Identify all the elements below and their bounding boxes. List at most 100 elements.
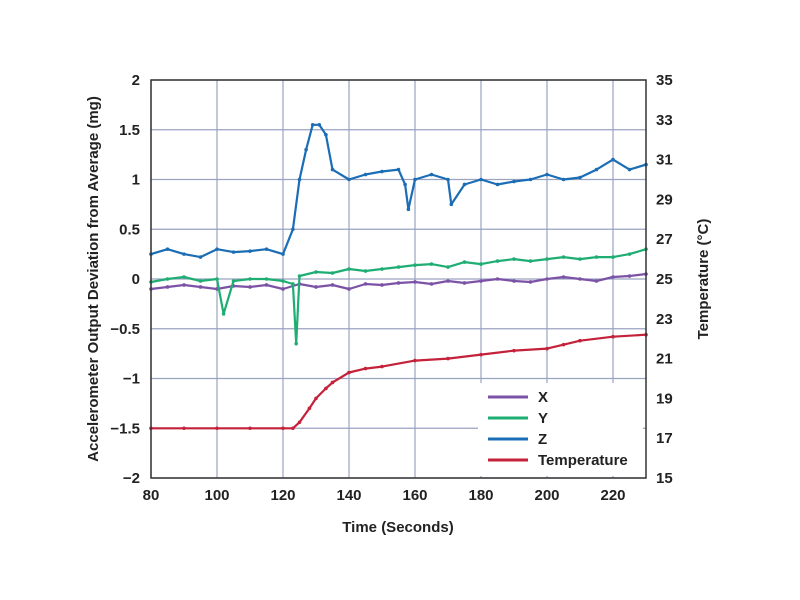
data-point-x bbox=[363, 282, 368, 286]
data-point-y bbox=[578, 257, 582, 261]
data-point-x bbox=[627, 274, 632, 278]
y-left-tick-label: −1 bbox=[123, 371, 140, 388]
data-point-x bbox=[594, 279, 599, 283]
data-point-x bbox=[429, 282, 434, 286]
x-tick-label: 100 bbox=[204, 487, 229, 504]
x-tick-label: 180 bbox=[468, 487, 493, 504]
data-point-x bbox=[528, 280, 533, 284]
data-point-z bbox=[396, 167, 401, 172]
data-point-temperature bbox=[324, 386, 328, 391]
data-point-x bbox=[198, 285, 203, 289]
data-point-z bbox=[291, 227, 295, 232]
data-point-x bbox=[264, 283, 269, 287]
data-point-z bbox=[231, 250, 236, 254]
data-point-y bbox=[611, 255, 615, 259]
y-right-tick-label: 17 bbox=[656, 430, 673, 447]
y-right-tick-label: 25 bbox=[656, 271, 673, 288]
y-right-tick-label: 29 bbox=[656, 191, 673, 208]
data-point-z bbox=[403, 182, 407, 187]
data-point-temperature bbox=[413, 358, 417, 363]
data-point-x bbox=[462, 281, 467, 285]
data-point-z bbox=[363, 172, 368, 177]
data-point-x bbox=[413, 280, 417, 284]
data-point-x bbox=[281, 287, 285, 291]
y-left-tick-label: 0 bbox=[132, 271, 140, 288]
data-point-x bbox=[446, 279, 450, 283]
data-point-y bbox=[413, 263, 417, 267]
data-point-x bbox=[314, 285, 318, 289]
data-point-y bbox=[248, 277, 252, 281]
series-line-y bbox=[150, 248, 647, 345]
data-point-z bbox=[413, 177, 417, 182]
y-left-tick-label: 1.5 bbox=[119, 122, 140, 139]
data-point-z bbox=[545, 172, 549, 177]
data-point-z bbox=[347, 177, 351, 182]
x-tick-labels: 80 100 120 140 160 180 200 220 bbox=[143, 487, 626, 504]
x-tick-label: 140 bbox=[336, 487, 361, 504]
series-group bbox=[149, 122, 648, 431]
data-point-y bbox=[221, 312, 226, 316]
data-point-y bbox=[294, 341, 299, 346]
legend-label: Temperature bbox=[538, 452, 628, 469]
data-point-temperature bbox=[291, 426, 295, 431]
data-point-z bbox=[198, 255, 203, 259]
plot-frame bbox=[150, 79, 647, 479]
data-point-y bbox=[165, 277, 170, 281]
y-left-tick-labels: 2 1.5 1 0.5 0 −0.5 −1 −1.5 −2 bbox=[110, 72, 140, 487]
data-point-z bbox=[594, 167, 599, 172]
data-point-temperature bbox=[512, 348, 516, 353]
data-point-y bbox=[561, 255, 566, 259]
data-point-temperature bbox=[611, 334, 615, 339]
y-right-axis-title: Temperature (°C) bbox=[695, 219, 712, 340]
y-right-tick-label: 27 bbox=[656, 231, 673, 248]
data-point-x bbox=[182, 283, 186, 287]
data-point-x bbox=[248, 285, 252, 289]
data-point-temperature bbox=[297, 420, 302, 425]
x-axis-title: Time (Seconds) bbox=[342, 519, 453, 536]
data-point-x bbox=[512, 279, 516, 283]
data-point-z bbox=[281, 252, 285, 256]
data-point-temperature bbox=[479, 352, 483, 357]
data-point-x bbox=[165, 285, 170, 289]
data-point-y bbox=[314, 270, 318, 274]
data-point-z bbox=[406, 207, 411, 212]
data-point-y bbox=[446, 265, 450, 269]
data-point-z bbox=[449, 202, 454, 207]
data-point-y bbox=[264, 277, 269, 281]
y-right-tick-label: 15 bbox=[656, 470, 673, 487]
x-tick-label: 80 bbox=[143, 487, 160, 504]
data-point-temperature bbox=[215, 426, 219, 431]
data-point-temperature bbox=[561, 342, 566, 347]
data-point-x bbox=[380, 283, 384, 287]
data-point-temperature bbox=[380, 364, 384, 369]
y-left-tick-label: −0.5 bbox=[110, 321, 140, 338]
data-point-temperature bbox=[363, 366, 368, 371]
data-point-z bbox=[611, 157, 615, 162]
x-tick-label: 160 bbox=[402, 487, 427, 504]
data-point-temperature bbox=[578, 338, 582, 343]
data-point-x bbox=[611, 275, 615, 279]
y-right-tick-label: 33 bbox=[656, 112, 673, 129]
data-point-y bbox=[198, 279, 203, 283]
data-point-x bbox=[479, 279, 483, 283]
data-point-y bbox=[627, 252, 632, 256]
data-point-temperature bbox=[545, 346, 549, 351]
data-point-temperature bbox=[182, 426, 186, 431]
data-point-z bbox=[380, 169, 384, 174]
data-point-y bbox=[182, 275, 186, 279]
data-point-temperature bbox=[347, 370, 351, 375]
data-point-z bbox=[165, 247, 170, 251]
data-point-z bbox=[512, 179, 516, 184]
data-point-y bbox=[594, 255, 599, 259]
legend-label: Y bbox=[538, 410, 548, 427]
data-point-z bbox=[561, 177, 566, 182]
y-right-tick-label: 23 bbox=[656, 311, 673, 328]
data-point-y bbox=[347, 267, 351, 271]
data-point-x bbox=[545, 277, 549, 281]
y-left-tick-label: −1.5 bbox=[110, 420, 140, 437]
data-point-z bbox=[248, 249, 252, 253]
data-point-y bbox=[528, 259, 533, 263]
data-point-z bbox=[578, 175, 582, 180]
data-point-z bbox=[182, 252, 186, 256]
data-point-x bbox=[578, 277, 582, 281]
